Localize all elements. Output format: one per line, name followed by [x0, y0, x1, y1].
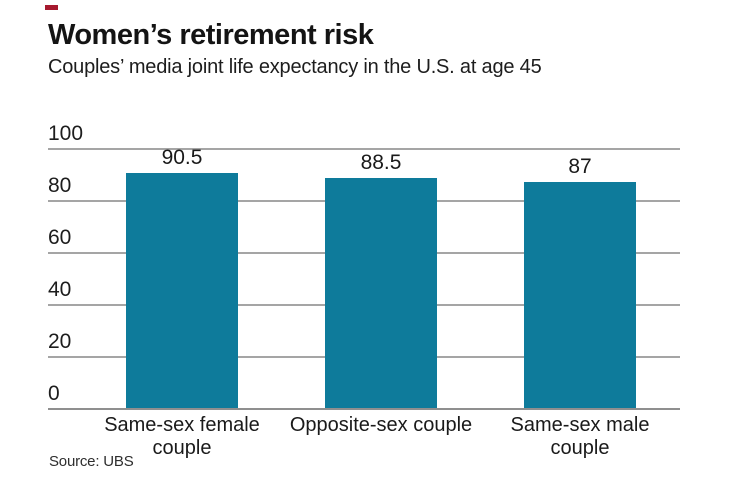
y-axis-tick-label: 0: [48, 382, 60, 405]
gridline: [48, 148, 680, 150]
source-note: Source: UBS: [49, 453, 134, 470]
brand-accent-dash-icon: [45, 5, 58, 10]
bar-value-label: 90.5: [161, 145, 203, 169]
y-axis-tick-label: 40: [48, 278, 72, 301]
bar: [126, 172, 238, 408]
y-axis-tick-label: 60: [48, 226, 72, 249]
chart-subtitle: Couples’ media joint life expectancy in …: [48, 56, 542, 78]
x-axis-category-label: Same-sex male couple: [510, 414, 650, 459]
bar: [524, 181, 636, 408]
bar-value-label: 88.5: [360, 150, 402, 174]
bar: [325, 177, 437, 408]
y-axis-tick-label: 80: [48, 174, 72, 197]
y-axis-tick-label: 100: [48, 122, 84, 145]
bar-value-label: 87: [568, 154, 592, 178]
y-axis-tick-label: 20: [48, 330, 72, 353]
x-axis-category-label: Same-sex female couple: [104, 414, 260, 459]
x-axis-category-label: Opposite-sex couple: [289, 414, 473, 436]
gridline: [48, 408, 680, 410]
chart-title: Women’s retirement risk: [48, 19, 374, 51]
